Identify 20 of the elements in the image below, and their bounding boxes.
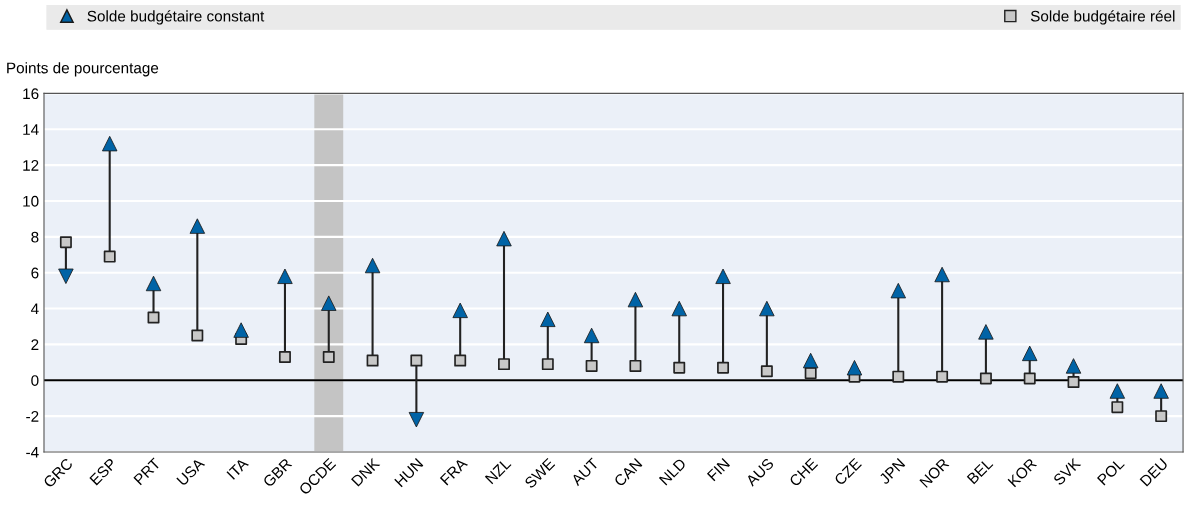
- y-tick-label: -2: [26, 410, 39, 422]
- y-tick-label: 14: [23, 124, 39, 135]
- x-tick-label: BEL: [966, 457, 994, 485]
- legend-label: Solde budgétaire réel: [1030, 10, 1175, 25]
- x-tick-label: ITA: [226, 457, 249, 480]
- y-tick-label: 8: [31, 231, 39, 243]
- y-tick-label: 12: [23, 160, 39, 171]
- y-tick-label: 10: [23, 195, 39, 207]
- x-tick-label: FIN: [706, 458, 730, 482]
- legend-label: Solde budgétaire constant: [87, 10, 265, 25]
- x-tick-label: NZL: [484, 457, 512, 485]
- x-tick-label: POL: [1096, 457, 1125, 486]
- y-tick-label: 2: [31, 339, 39, 350]
- y-tick-label: 4: [30, 303, 39, 315]
- x-tick-label: USA: [176, 457, 206, 487]
- y-tick-label: 6: [31, 267, 39, 279]
- y-tick-label: 0: [31, 375, 39, 386]
- y-axis-title: Points de pourcentage: [7, 62, 159, 77]
- y-tick-label: -4: [26, 447, 39, 458]
- y-tick-label: 16: [23, 88, 39, 100]
